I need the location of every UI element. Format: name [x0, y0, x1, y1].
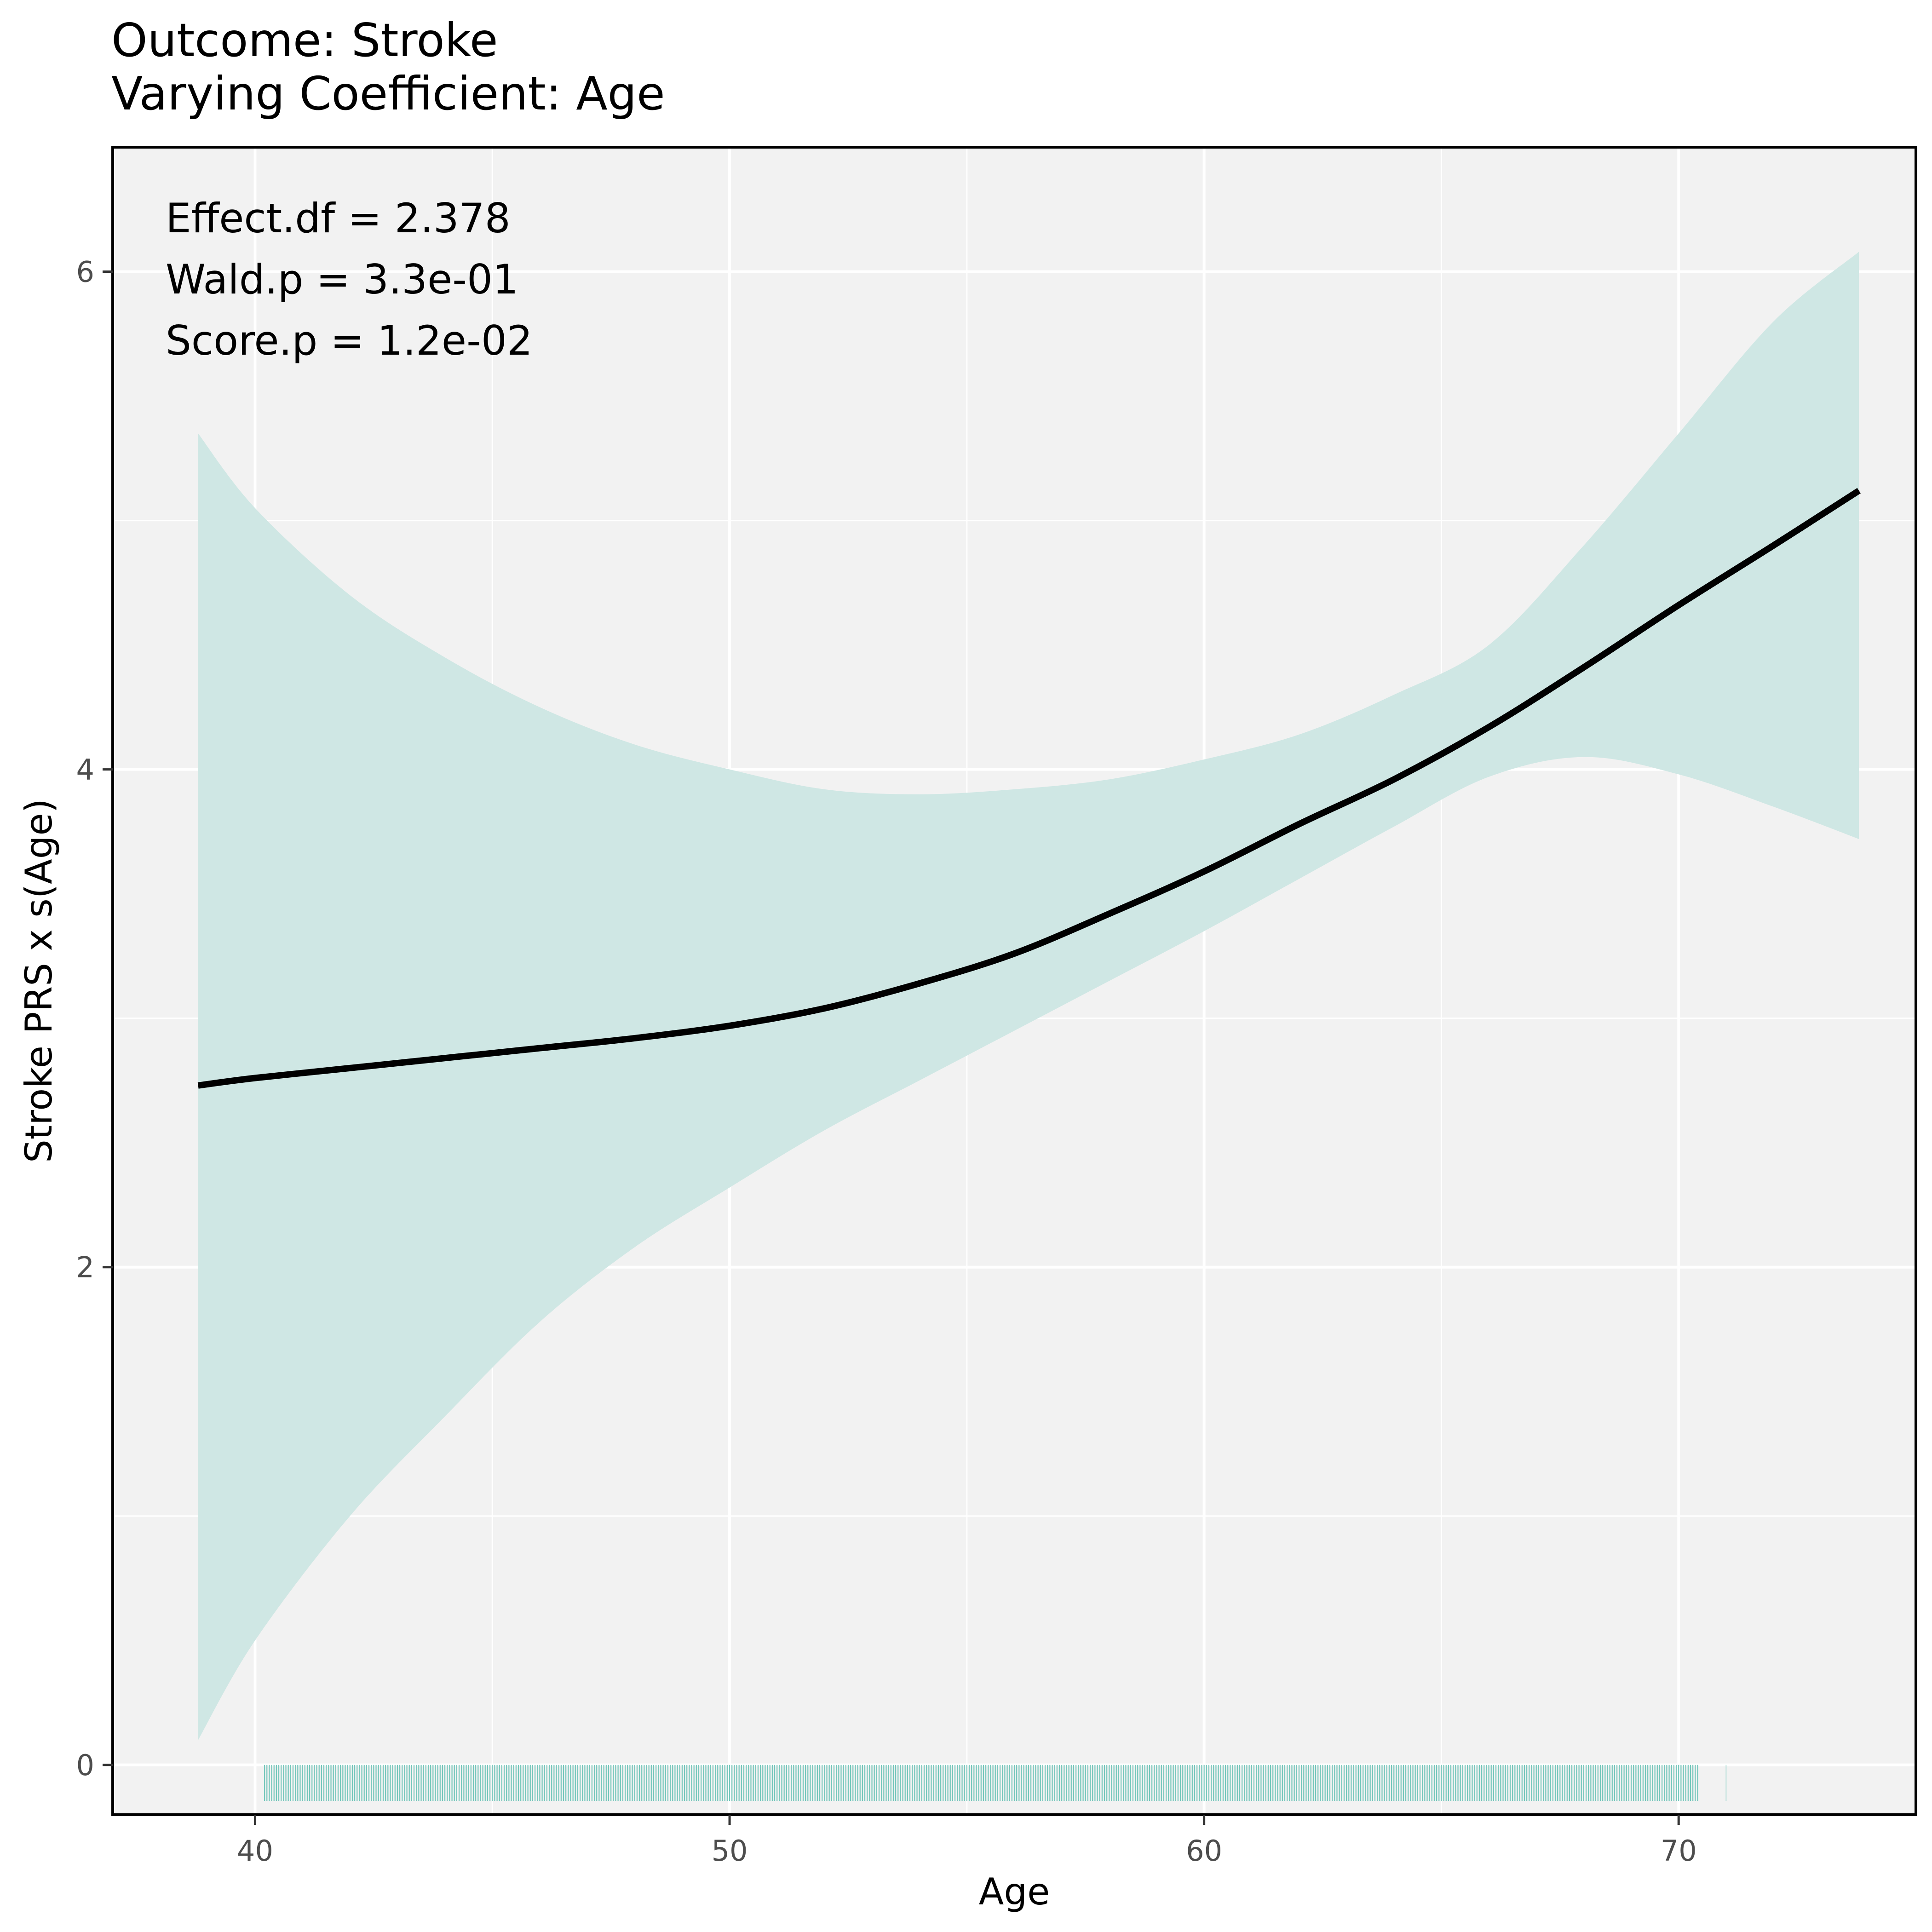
y-tick-label: 6	[76, 255, 94, 289]
x-tick-label: 50	[712, 1834, 748, 1868]
x-tick-label: 40	[237, 1834, 273, 1868]
annotation-block: Effect.df = 2.378 Wald.p = 3.3e-01 Score.p…	[166, 195, 533, 364]
y-tick-label: 0	[76, 1748, 94, 1782]
chart-subtitle: Varying Coefficient: Age	[111, 67, 665, 121]
x-axis: 40 50 60 70	[237, 1815, 1697, 1868]
plot-border	[111, 146, 1917, 1816]
x-tick-label: 70	[1661, 1834, 1697, 1868]
effect-line	[197, 488, 1861, 1089]
y-axis-title: Stroke PRS x s(Age)	[17, 799, 60, 1163]
grid-layer	[113, 147, 1917, 1815]
annotation-line: Wald.p = 3.3e-01	[166, 256, 518, 303]
x-axis-title: Age	[979, 1870, 1050, 1913]
y-tick-label: 2	[76, 1251, 94, 1284]
chart-title: Outcome: Stroke	[111, 13, 498, 67]
rug-marks	[264, 1765, 1727, 1801]
y-tick-label: 4	[76, 753, 94, 787]
x-tick-label: 60	[1186, 1834, 1222, 1868]
annotation-line: Effect.df = 2.378	[166, 195, 511, 242]
confidence-ribbon	[198, 252, 1859, 1740]
annotation-line: Score.p = 1.2e-02	[166, 317, 533, 364]
y-axis: 0 2 4 6	[76, 255, 113, 1782]
